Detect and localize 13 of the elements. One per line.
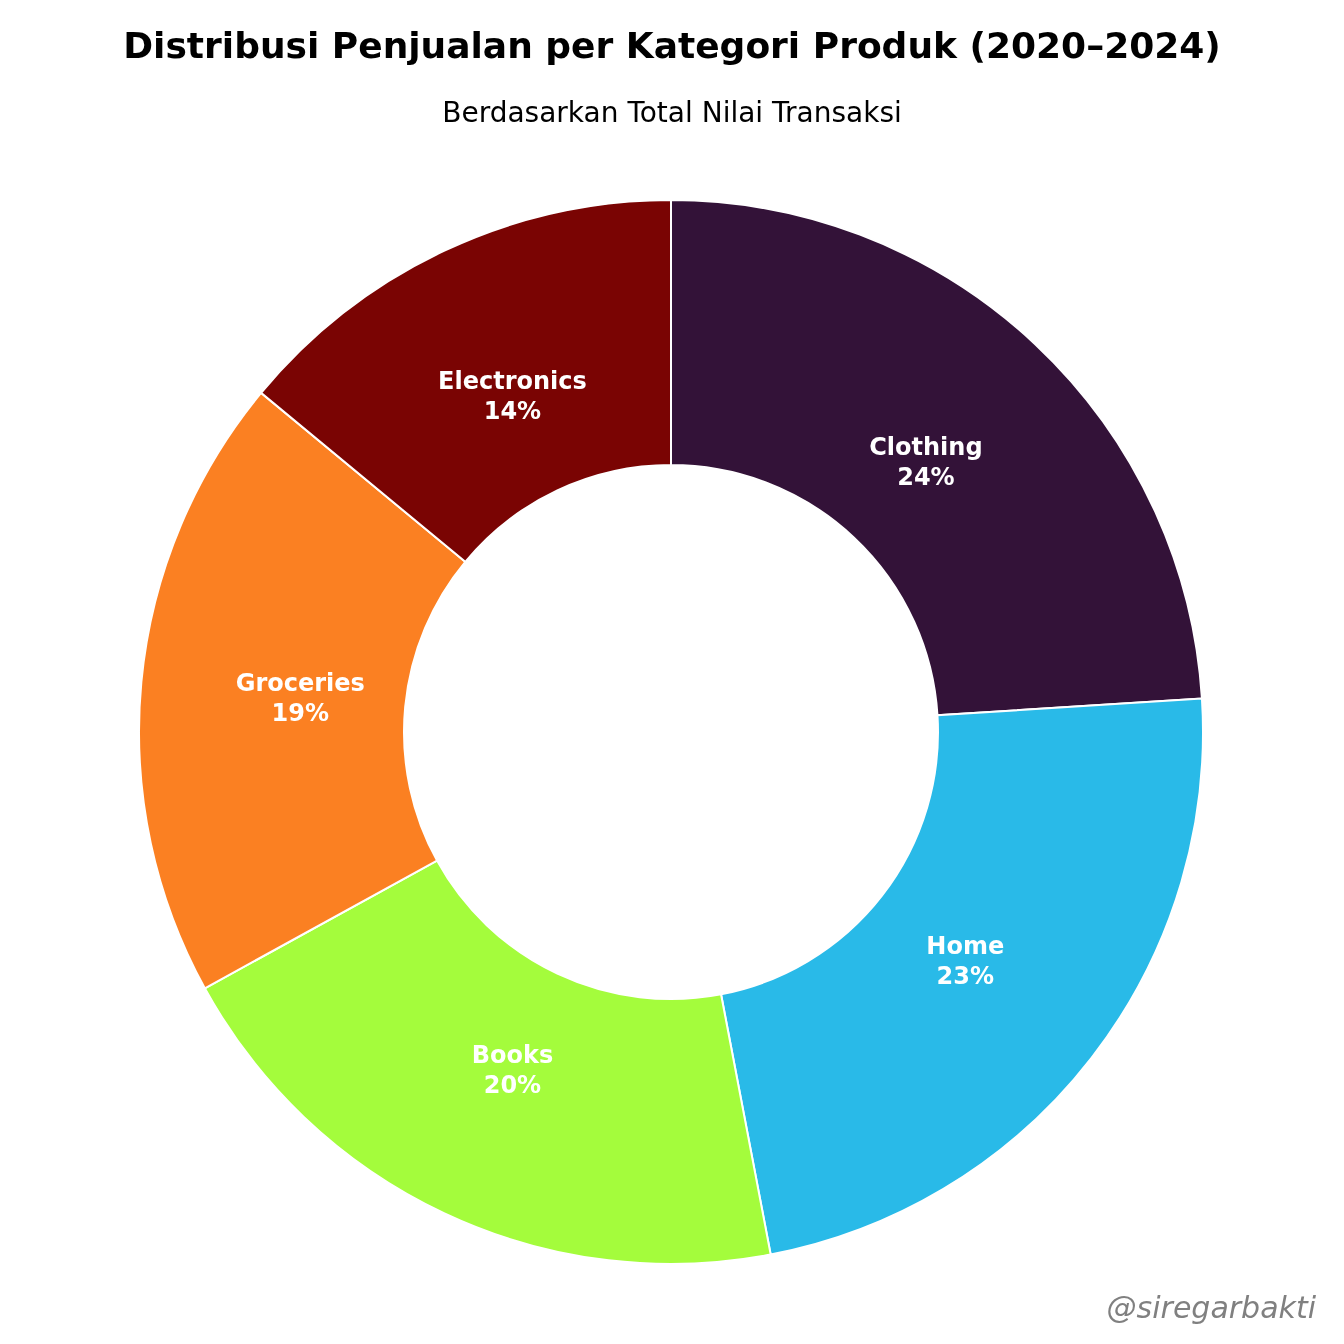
data-label: 20% (483, 1070, 542, 1099)
slice-label: Groceries (235, 668, 365, 697)
chart-subtitle: Berdasarkan Total Nilai Transaksi (442, 96, 902, 129)
text: @siregarbakti (1106, 1290, 1317, 1325)
data-label: 14% (483, 397, 542, 426)
slice-label: Home (926, 932, 1005, 961)
data-label: 19% (271, 698, 329, 727)
chart-title: Distribusi Penjualan per Kategori Produk (2020–2024) (123, 25, 1221, 66)
data-label: 23% (936, 962, 994, 991)
slice-label: Books (471, 1040, 554, 1069)
slice-label: Electronics (438, 367, 587, 396)
slice-label: Clothing (869, 432, 983, 461)
data-label: 24% (897, 462, 955, 491)
